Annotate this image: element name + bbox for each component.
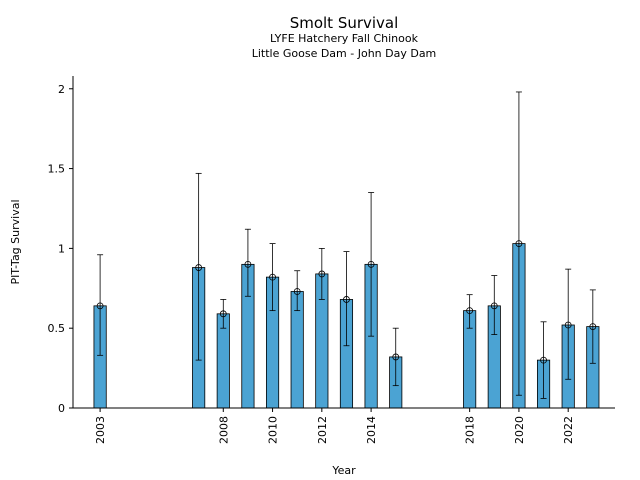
y-tick-label: 1 — [58, 242, 65, 255]
point-marker-2010 — [269, 273, 276, 281]
x-tick-label: 2020 — [513, 416, 526, 444]
chart-subtitle-line-2: Little Goose Dam - John Day Dam — [252, 47, 437, 60]
y-tick-label: 0 — [58, 402, 65, 415]
point-marker-2018 — [466, 307, 474, 315]
x-tick-label: 2012 — [316, 416, 329, 444]
x-axis-label: Year — [331, 464, 356, 477]
y-axis-ticks: 0 0.5 1 1.5 2 — [48, 83, 73, 415]
y-tick-label: 2 — [58, 83, 65, 96]
point-marker-2023 — [589, 323, 597, 330]
y-axis-label: PIT-Tag Survival — [9, 199, 22, 284]
point-marker-2003 — [96, 302, 104, 310]
point-marker-2020 — [515, 240, 523, 247]
x-tick-label: 2010 — [267, 416, 280, 444]
point-marker-2012 — [318, 270, 326, 278]
chart-subtitle-line-1: LYFE Hatchery Fall Chinook — [270, 32, 419, 45]
x-tick-label: 2018 — [464, 416, 477, 444]
point-marker-2014 — [367, 260, 375, 268]
x-tick-label: 2022 — [562, 416, 575, 444]
x-tick-label: 2003 — [94, 416, 107, 444]
point-marker-2011 — [293, 288, 301, 295]
x-tick-label: 2008 — [217, 416, 230, 444]
point-marker-2007 — [195, 264, 203, 271]
chart-title: Smolt Survival — [290, 14, 399, 32]
plot-area — [93, 91, 600, 409]
point-marker-2015 — [392, 353, 400, 361]
point-marker-2022 — [564, 321, 572, 329]
point-marker-2008 — [219, 310, 227, 318]
y-tick-label: 1.5 — [48, 163, 66, 176]
x-tick-label: 2014 — [365, 416, 378, 444]
point-marker-2019 — [490, 302, 498, 310]
y-tick-label: 0.5 — [48, 322, 66, 335]
point-marker-2021 — [540, 356, 547, 364]
x-axis-ticks: 2003 2008 2010 2012 2014 2018 2020 2022 — [94, 408, 575, 444]
point-marker-2013 — [343, 296, 350, 303]
point-marker-2009 — [244, 260, 252, 268]
